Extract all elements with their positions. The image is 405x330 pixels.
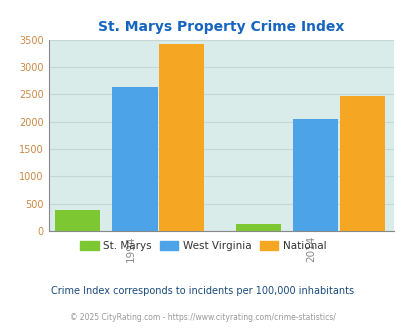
Text: Crime Index corresponds to incidents per 100,000 inhabitants: Crime Index corresponds to incidents per… <box>51 286 354 296</box>
Bar <box>235 224 280 231</box>
Bar <box>159 44 204 231</box>
Bar <box>339 96 384 231</box>
Title: St. Marys Property Crime Index: St. Marys Property Crime Index <box>98 20 343 34</box>
Legend: St. Marys, West Virginia, National: St. Marys, West Virginia, National <box>75 237 330 255</box>
Bar <box>55 211 100 231</box>
Bar <box>292 119 337 231</box>
Bar <box>112 87 157 231</box>
Text: © 2025 CityRating.com - https://www.cityrating.com/crime-statistics/: © 2025 CityRating.com - https://www.city… <box>70 313 335 322</box>
